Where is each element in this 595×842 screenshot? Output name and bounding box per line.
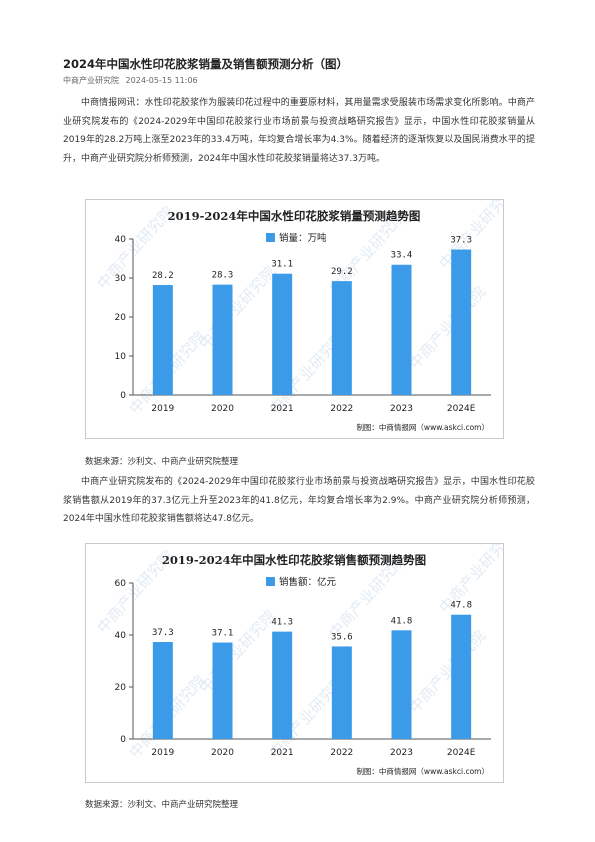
x-tick-label: 2020 [211,404,234,414]
sales-volume-chart: 中商产业研究院 中商产业研究院 中商产业研究院 中商产业研究院 中商产业研究院 中商产业研… [85,199,504,439]
y-tick-label: 10 [115,352,127,362]
data-label: 37.3 [152,628,174,638]
y-tick-label: 20 [115,683,127,693]
data-label: 28.3 [212,271,234,281]
data-label: 37.1 [212,629,234,639]
source-caption-1: 数据来源：沙利文、中商产业研究院整理 [85,457,239,467]
data-label: 28.2 [152,271,174,281]
chart-credit: 制图：中商情报网（www.askci.com） [356,422,489,432]
data-label: 31.1 [271,260,293,270]
bar-2021 [272,631,293,739]
x-tick-label: 2021 [271,748,294,758]
x-tick-label: 2021 [271,404,294,414]
x-tick-label: 2022 [330,404,353,414]
article-meta: 中商产业研究院 2024-05-15 11:06 [63,75,198,86]
bar-2022 [331,646,352,739]
x-tick-label: 2019 [151,404,174,414]
y-tick-label: 60 [115,579,127,589]
y-tick-label: 0 [120,735,126,745]
bar-2020 [212,642,233,739]
data-label: 29.2 [331,267,353,277]
y-tick-label: 40 [115,631,127,641]
legend-label: 销售额：亿元 [279,576,337,588]
x-tick-label: 2024E [447,404,476,414]
data-label: 47.8 [450,601,472,611]
x-tick-label: 2023 [390,404,413,414]
article-source[interactable]: 中商产业研究院 [63,76,119,85]
bar-2024E [451,249,472,395]
y-tick-label: 30 [115,274,127,284]
data-label: 37.3 [450,236,472,246]
legend-swatch [266,233,275,242]
bar-2023 [391,264,412,395]
paragraph-1: 中商情报网讯：水性印花胶浆作为服装印花过程中的重要原材料，其用量需求受服装市场需… [63,98,535,164]
data-label: 35.6 [331,632,353,642]
paragraph-2: 中商产业研究院发布的《2024-2029年中国印花胶浆行业市场前景与投资战略研究… [63,477,535,524]
bar-2024E [451,614,472,739]
data-label: 33.4 [391,251,413,261]
y-tick-label: 0 [120,391,126,401]
x-tick-label: 2024E [447,748,476,758]
x-tick-label: 2020 [211,748,234,758]
x-tick-label: 2022 [330,748,353,758]
chart-credit: 制图：中商情报网（www.askci.com） [356,766,489,776]
legend-swatch [266,577,275,586]
y-tick-label: 40 [115,235,127,245]
sales-volume-chart-svg: 中商产业研究院中商产业研究院中商产业研究院中商产业研究院中商产业研究院中商产业研… [94,200,503,432]
x-tick-label: 2019 [151,748,174,758]
article-title: 2024年中国水性印花胶浆销量及销售额预测分析（图） [63,57,349,71]
data-label: 41.8 [391,616,413,626]
data-label: 41.3 [271,618,293,628]
sales-revenue-chart-svg: 中商产业研究院中商产业研究院中商产业研究院中商产业研究院中商产业研究院中商产业研… [94,544,503,776]
watermark-text: 中商产业研究院 [406,627,490,717]
source-caption-2: 数据来源：沙利文、中商产业研究院整理 [85,800,239,810]
y-tick-label: 20 [115,313,127,323]
bar-2023 [391,630,412,739]
article-datetime: 2024-05-15 11:06 [125,76,198,85]
chart-title: 2019-2024年中国水性印花胶浆销量预测趋势图 [168,209,421,223]
legend-label: 销量：万吨 [279,232,327,244]
bar-2022 [331,281,352,395]
chart-title: 2019-2024年中国水性印花胶浆销售额预测趋势图 [162,553,426,567]
bar-2020 [212,284,233,395]
bar-2019 [152,285,173,395]
x-tick-label: 2023 [390,748,413,758]
bar-2021 [272,273,293,395]
bar-2019 [152,642,173,739]
watermark-text: 中商产业研究院 [406,283,490,373]
sales-revenue-chart: 中商产业研究院 中商产业研究院 中商产业研究院 中商产业研究院 中商产业研究院 中商产业研… [85,543,504,783]
